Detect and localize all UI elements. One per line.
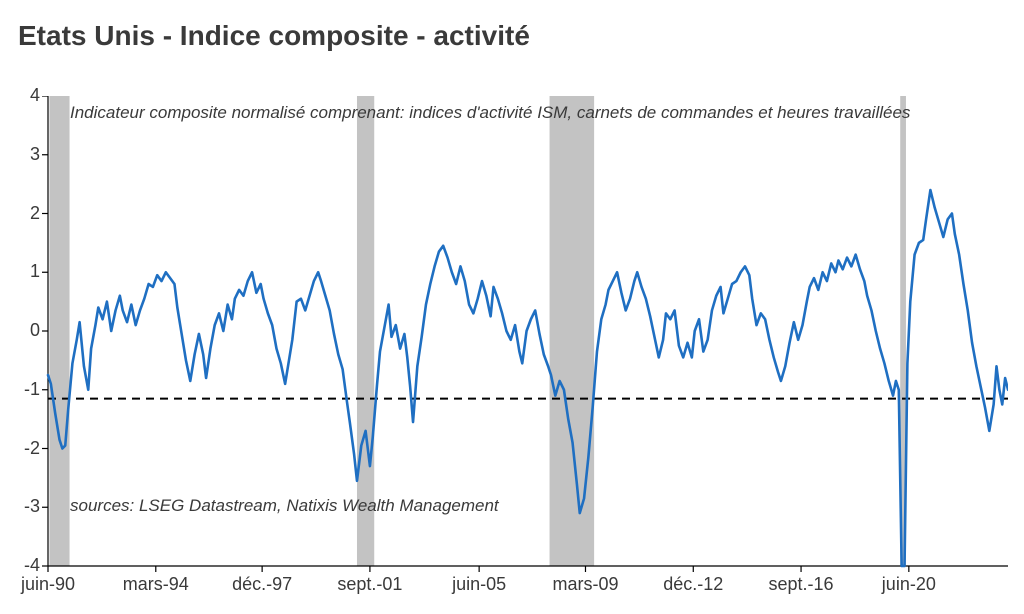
x-tick-label: déc.-12 [663,574,723,595]
x-tick-label: mars-94 [123,574,189,595]
y-tick-label: 3 [10,144,40,165]
x-tick-label: déc.-97 [232,574,292,595]
chart-title: Etats Unis - Indice composite - activité [18,20,1004,52]
y-tick-label: -1 [10,379,40,400]
x-tick-label: juin-20 [882,574,936,595]
chart-container: Etats Unis - Indice composite - activité… [0,0,1024,614]
x-tick-label: juin-05 [452,574,506,595]
y-tick-label: 0 [10,320,40,341]
y-tick-label: 1 [10,261,40,282]
x-tick-label: juin-90 [21,574,75,595]
recession-band [550,96,595,566]
y-tick-label: 2 [10,203,40,224]
y-tick-label: -3 [10,496,40,517]
y-tick-label: -4 [10,555,40,576]
y-tick-label: -2 [10,438,40,459]
x-tick-label: sept.-01 [337,574,402,595]
recession-band [49,96,69,566]
x-tick-label: mars-09 [552,574,618,595]
y-tick-label: 4 [10,85,40,106]
chart-subtitle: Indicateur composite normalisé comprenan… [70,102,910,123]
x-tick-label: sept.-16 [769,574,834,595]
chart-source: sources: LSEG Datastream, Natixis Wealth… [70,496,499,516]
